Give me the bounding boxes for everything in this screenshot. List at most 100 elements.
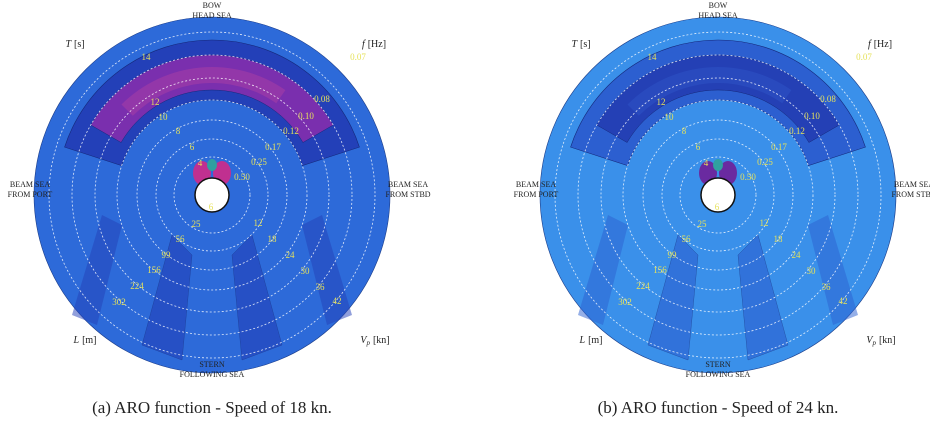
contour-band [141,234,193,361]
axis-symbol: f [868,39,872,50]
ring-label: 25 [192,219,202,229]
ring-label: 0.10 [804,111,820,121]
ring-line [642,119,794,271]
axis-unit: [kn] [879,335,896,346]
direction-label: BEAM SEA [516,180,556,189]
ring-label: 302 [618,297,632,307]
ring-line [554,31,882,359]
axis-subscript: p [871,339,876,347]
ring-label: 8 [176,126,181,136]
ring-line [94,77,330,313]
ring-label: 224 [636,281,650,291]
axis-symbol: L [578,335,585,346]
axis-label: Vp [kn] [866,335,895,347]
direction-label: BEAM SEA [894,180,930,189]
ring-label: 0.12 [283,126,299,136]
center-hole [194,177,230,213]
axis-symbol: f [362,39,366,50]
direction-label: BOW [709,1,728,10]
axis-unit: [s] [74,39,85,50]
ring-label: 18 [774,234,784,244]
ring-label: 12 [657,97,666,107]
ring-label: 10 [665,112,675,122]
ring-label: 30 [301,266,311,276]
ring-label: 14 [142,52,152,62]
ring-label: 6 [190,142,195,152]
ring-label: 36 [822,282,832,292]
ring-line [173,156,251,234]
ring-line [116,99,308,291]
ring-label: 4 [704,158,709,168]
axis-label: Vp [kn] [360,335,389,347]
axis-unit: [kn] [373,335,390,346]
direction-label: BEAM SEA [10,180,50,189]
axis-symbol: V [866,335,874,346]
contour-band [627,66,792,116]
ring-line [136,119,288,271]
axis-label: T [s] [65,39,84,50]
hot-spot [713,159,723,171]
ring-label: 6 [696,142,701,152]
axis-symbol: T [571,39,578,50]
axis-symbol: L [72,335,79,346]
ring-label: 0.17 [771,142,787,152]
axis-symbol: V [360,335,368,346]
ring-line [661,138,775,252]
direction-label: STERN [199,360,225,369]
ring-label: 0.07 [350,52,366,62]
axis-label: f [Hz] [868,39,892,50]
axis-unit: [Hz] [368,39,386,50]
ring-label: 36 [316,282,326,292]
ring-label: 0.08 [820,94,836,104]
ring-label: 0.12 [789,126,805,136]
axis-unit: [m] [588,335,602,346]
ring-label: 302 [112,297,126,307]
contour-band [647,234,699,361]
axis-unit: [s] [580,39,591,50]
ring-label: 12 [760,218,769,228]
ring-label: 99 [668,250,678,260]
hot-spot [207,159,217,171]
ring-label: 42 [839,296,848,306]
ring-line [600,77,836,313]
ring-label: 99 [162,250,172,260]
ring-label: 30 [807,266,817,276]
ring-label: 56 [176,234,186,244]
ring-label: 4 [198,158,203,168]
axis-label: L [m] [578,335,602,346]
direction-label: HEAD SEA [698,11,738,20]
ring-label: 156 [653,265,667,275]
center-hole [700,177,736,213]
axis-symbol: T [65,39,72,50]
ring-label: 156 [147,265,161,275]
axis-label: L [m] [72,335,96,346]
ring-label: 224 [130,281,144,291]
ring-label: 0.50 [740,172,756,182]
ring-line [155,138,269,252]
contour-band [737,234,789,361]
polar-plot: 1412108640.070.080.100.120.170.250.50625… [8,1,431,379]
ring-label: 10 [159,112,169,122]
ring-label: 42 [333,296,342,306]
ring-label: 24 [286,250,296,260]
ring-label: 0.25 [757,157,773,167]
caption: (a) ARO function - Speed of 18 kn. [92,398,332,417]
ring-label: 0.08 [314,94,330,104]
contour-band [302,215,352,325]
axis-unit: [Hz] [874,39,892,50]
direction-label: STERN [705,360,731,369]
ring-label: 12 [151,97,160,107]
direction-label: BOW [203,1,222,10]
ring-label: 6 [715,202,720,212]
ring-label: 12 [254,218,263,228]
ring-label: 14 [648,52,658,62]
ring-line [679,156,757,234]
direction-label: FROM STBD [385,190,430,199]
contour-band [808,215,858,325]
ring-label: 0.50 [234,172,250,182]
ring-label: 8 [682,126,687,136]
ring-label: 24 [792,250,802,260]
direction-label: HEAD SEA [192,11,232,20]
axis-label: T [s] [571,39,590,50]
